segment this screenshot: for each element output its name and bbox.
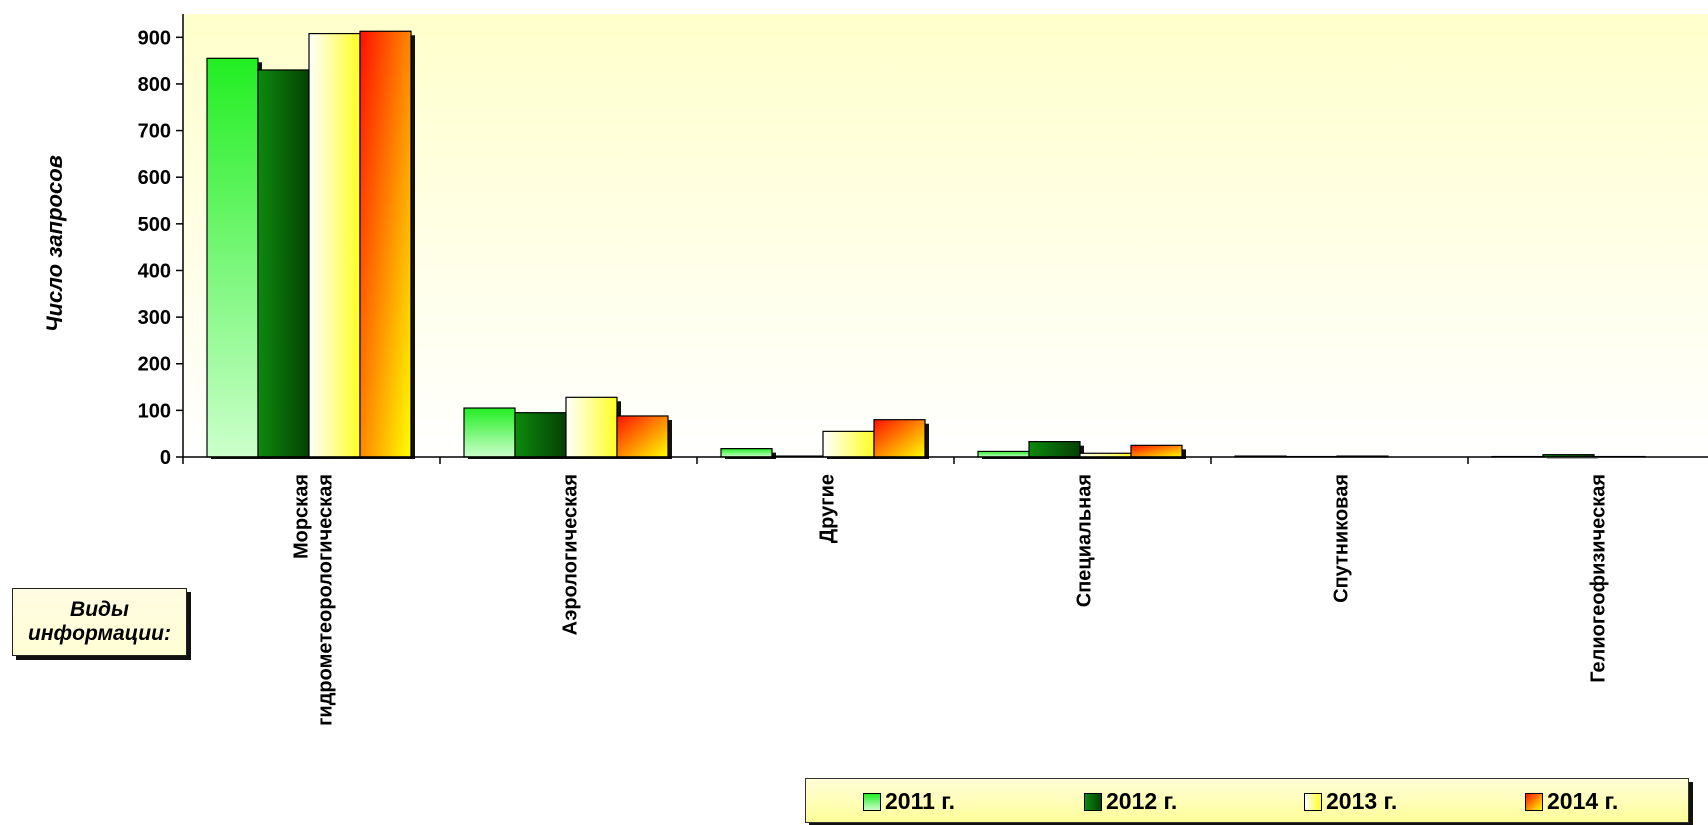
y-tick-label: 500	[138, 214, 171, 236]
legend-item-2012: 2012 г.	[1084, 788, 1177, 815]
axes-group	[176, 14, 1708, 464]
bar	[720, 448, 773, 458]
y-tick-label: 0	[160, 447, 171, 469]
bar	[257, 69, 310, 458]
y-tick-label: 200	[138, 354, 171, 376]
legend-swatch-2012	[1084, 792, 1102, 811]
bar	[359, 30, 412, 458]
x-axis-title-line-2: информации:	[28, 622, 171, 645]
legend-label-2011: 2011 г.	[885, 788, 955, 814]
bar	[1130, 444, 1183, 458]
legend-label-2013: 2013 г.	[1326, 788, 1398, 814]
bar	[206, 57, 259, 458]
y-tick-label: 800	[138, 74, 171, 96]
x-tick-label: Другие	[817, 474, 839, 543]
legend: 2011 г. 2012 г. 2013 г. 2014 г.	[805, 778, 1689, 823]
x-axis-title-line-1: Виды	[70, 598, 129, 621]
x-tick-label: Гелиогеофизическая	[1588, 474, 1610, 683]
x-tick-label: Специальная	[1074, 474, 1096, 607]
y-tick-label: 400	[138, 260, 171, 282]
legend-label-2014: 2014 г.	[1547, 788, 1619, 814]
bar	[616, 415, 669, 458]
legend-item-2011: 2011 г.	[863, 788, 955, 815]
legend-swatch-2014	[1525, 792, 1543, 811]
y-tick-label: 900	[138, 27, 171, 49]
bar	[463, 407, 516, 458]
bar	[308, 32, 361, 458]
y-axis-title: Число запросов	[42, 132, 67, 332]
legend-swatch-2011	[863, 792, 881, 811]
y-tick-label: 100	[138, 400, 171, 422]
y-tick-label: 700	[138, 121, 171, 143]
x-tick-label: Спутниковая	[1331, 474, 1353, 603]
legend-swatch-2013	[1304, 792, 1322, 811]
y-axis-title-text: Число запросов	[42, 155, 67, 332]
plot-area	[183, 14, 1708, 457]
bar-shadow	[1084, 457, 1135, 459]
y-tick-labels: 0 100 200 300 400 500 600 700 800 900	[138, 27, 171, 469]
bars-group	[206, 30, 1646, 460]
x-axis-title-box: Виды информации:	[12, 588, 187, 656]
y-tick-label: 300	[138, 307, 171, 329]
bar	[1028, 441, 1081, 458]
legend-item-2014: 2014 г.	[1525, 788, 1618, 815]
y-tick-label: 600	[138, 167, 171, 189]
legend-label-2012: 2012 г.	[1106, 788, 1178, 814]
bar	[873, 419, 926, 458]
bar	[822, 430, 875, 458]
x-tick-label: гидрометеорологическая	[315, 474, 337, 726]
bar	[514, 412, 567, 458]
x-tick-label: Аэрологическая	[560, 474, 582, 635]
legend-item-2013: 2013 г.	[1304, 788, 1397, 815]
bar	[977, 450, 1030, 458]
bar	[565, 396, 618, 458]
x-tick-labels: Морская гидрометеорологическая Аэрологичес…	[291, 474, 1610, 726]
x-tick-label: Морская	[291, 474, 313, 559]
